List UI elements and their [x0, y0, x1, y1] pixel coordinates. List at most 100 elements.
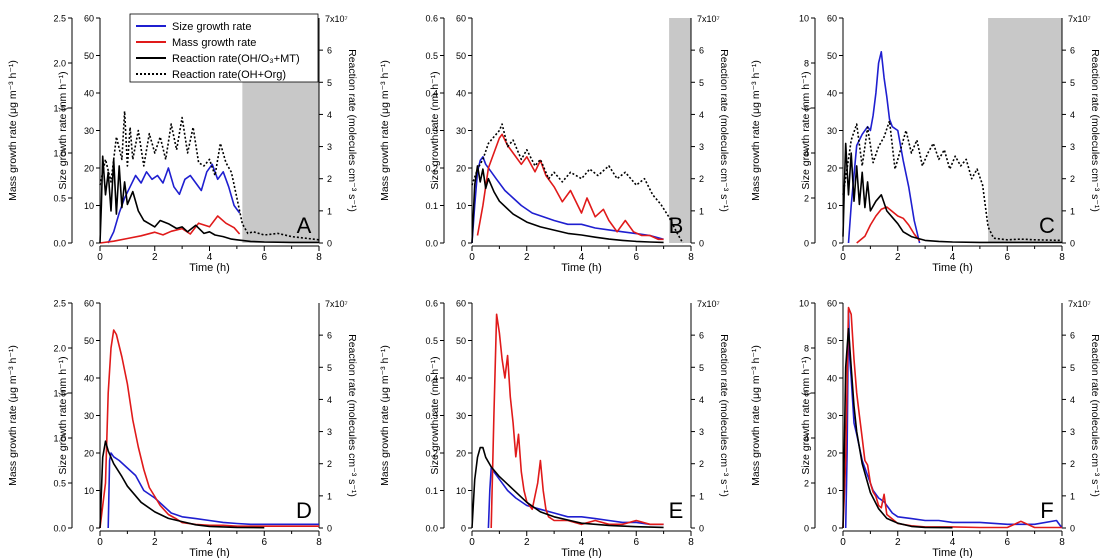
- rxn-tick-label: 4: [327, 110, 332, 120]
- rxn-tick-label: 3: [699, 142, 704, 152]
- size-axis-title: Size growth rate (nm h⁻¹): [429, 356, 441, 474]
- x-tick-label: 2: [152, 537, 158, 548]
- rxn-tick-label: 2: [1070, 459, 1075, 469]
- mass-tick-label: 0.5: [425, 51, 438, 61]
- series-rxn-mt: [842, 327, 953, 529]
- rxn-tick-label: 1: [327, 206, 332, 216]
- mass-tick-label: 0.5: [425, 336, 438, 346]
- panel-letter: D: [296, 498, 312, 523]
- series-size: [471, 156, 664, 244]
- shaded-region: [988, 18, 1062, 243]
- x-tick-label: 4: [207, 537, 213, 548]
- size-tick-label: 60: [827, 299, 837, 309]
- series-size: [107, 452, 319, 529]
- size-tick-label: 30: [827, 126, 837, 136]
- rxn-tick-label: 5: [1070, 78, 1075, 88]
- series-size: [487, 467, 664, 529]
- legend-label-rxn-org: Reaction rate(OH+Org): [172, 69, 286, 81]
- x-tick-label: 0: [840, 537, 846, 548]
- legend: Size growth rate Mass growth rate Reacti…: [129, 13, 319, 83]
- x-axis-title: Time (h): [189, 547, 230, 558]
- size-tick-label: 0: [832, 524, 837, 534]
- rxn-tick-label: 3: [699, 427, 704, 437]
- x-tick-label: 0: [469, 537, 475, 548]
- size-tick-label: 30: [84, 411, 94, 421]
- mass-tick-label: 1.0: [53, 434, 66, 444]
- size-tick-label: 60: [456, 14, 466, 24]
- rxn-tick-label: 2: [327, 174, 332, 184]
- series-rxn-mt: [842, 142, 1062, 244]
- panel-b: 0 2 4 6 8 Time (h) 0.0 0.1 0.2 0.3 0.4 0.5 0.6 Mass g…: [379, 14, 730, 275]
- mass-tick-label: 0: [804, 239, 809, 249]
- rxn-tick-label: 3: [327, 142, 332, 152]
- x-tick-label: 4: [579, 537, 585, 548]
- rxn-tick-label: 4: [1070, 395, 1075, 405]
- mass-tick-label: 0.5: [53, 194, 66, 204]
- x-tick-label: 2: [524, 537, 530, 548]
- rxn-tick-label: 3: [1070, 142, 1075, 152]
- series-rxn-mt: [471, 165, 664, 244]
- size-tick-label: 50: [84, 336, 94, 346]
- mass-tick-label: 6: [804, 389, 809, 399]
- rxn-top-tick-label: 7x10⁷: [697, 299, 720, 309]
- x-tick-label: 0: [469, 252, 475, 263]
- size-tick-label: 20: [84, 449, 94, 459]
- mass-tick-label: 1.5: [53, 389, 66, 399]
- rxn-tick-label: 6: [699, 331, 704, 341]
- x-tick-label: 2: [152, 252, 158, 263]
- x-tick-label: 6: [1004, 252, 1010, 263]
- mass-tick-label: 2.0: [53, 59, 66, 69]
- rxn-tick-label: 5: [699, 78, 704, 88]
- rxn-axis-title: Reaction rate (molecules cm⁻³ s⁻¹): [1089, 334, 1101, 497]
- size-tick-label: 10: [456, 486, 466, 496]
- mass-tick-label: 0.0: [53, 239, 66, 249]
- mass-tick-label: 0.6: [425, 14, 438, 24]
- mass-tick-label: 4: [804, 149, 809, 159]
- mass-tick-label: 6: [804, 104, 809, 114]
- rxn-tick-label: 0: [699, 239, 704, 249]
- mass-tick-label: 1.0: [53, 149, 66, 159]
- series-rxn-mt: [471, 446, 664, 529]
- series-mass: [856, 206, 921, 244]
- x-tick-label: 0: [97, 537, 103, 548]
- mass-tick-label: 0.2: [425, 164, 438, 174]
- rxn-top-tick-label: 7x10⁷: [1068, 299, 1091, 309]
- series-size: [844, 309, 1063, 529]
- mass-tick-label: 0.3: [425, 126, 438, 136]
- x-tick-label: 8: [688, 537, 694, 548]
- rxn-tick-label: 2: [699, 174, 704, 184]
- panel-letter: C: [1039, 213, 1055, 238]
- mass-tick-label: 0.0: [425, 239, 438, 249]
- x-axis-title: Time (h): [561, 547, 602, 558]
- rxn-tick-label: 0: [1070, 524, 1075, 534]
- rxn-top-tick-label: 7x10⁷: [697, 14, 720, 24]
- size-tick-label: 30: [827, 411, 837, 421]
- size-tick-label: 50: [84, 51, 94, 61]
- size-tick-label: 30: [84, 126, 94, 136]
- x-tick-label: 6: [633, 252, 639, 263]
- legend-label-size: Size growth rate: [172, 21, 251, 33]
- rxn-tick-label: 3: [327, 427, 332, 437]
- mass-tick-label: 0.2: [425, 449, 438, 459]
- mass-tick-label: 2.0: [53, 344, 66, 354]
- x-tick-label: 4: [579, 252, 585, 263]
- rxn-tick-label: 6: [1070, 46, 1075, 56]
- rxn-tick-label: 3: [1070, 427, 1075, 437]
- rxn-tick-label: 0: [327, 239, 332, 249]
- rxn-tick-label: 4: [699, 110, 704, 120]
- size-tick-label: 50: [456, 336, 466, 346]
- mass-tick-label: 10: [799, 299, 809, 309]
- panel-letter: A: [297, 213, 312, 238]
- x-tick-label: 2: [524, 252, 530, 263]
- rxn-tick-label: 0: [1070, 239, 1075, 249]
- series-rxn-mt: [99, 440, 265, 529]
- x-tick-label: 8: [1059, 252, 1065, 263]
- x-tick-label: 8: [316, 537, 322, 548]
- size-tick-label: 0: [89, 524, 94, 534]
- mass-tick-label: 0.1: [425, 486, 438, 496]
- rxn-tick-label: 6: [1070, 331, 1075, 341]
- size-tick-label: 0: [832, 239, 837, 249]
- size-axis-title: Size growth rate (nm h⁻¹): [429, 71, 441, 189]
- rxn-tick-label: 1: [699, 491, 704, 501]
- x-tick-label: 2: [895, 537, 901, 548]
